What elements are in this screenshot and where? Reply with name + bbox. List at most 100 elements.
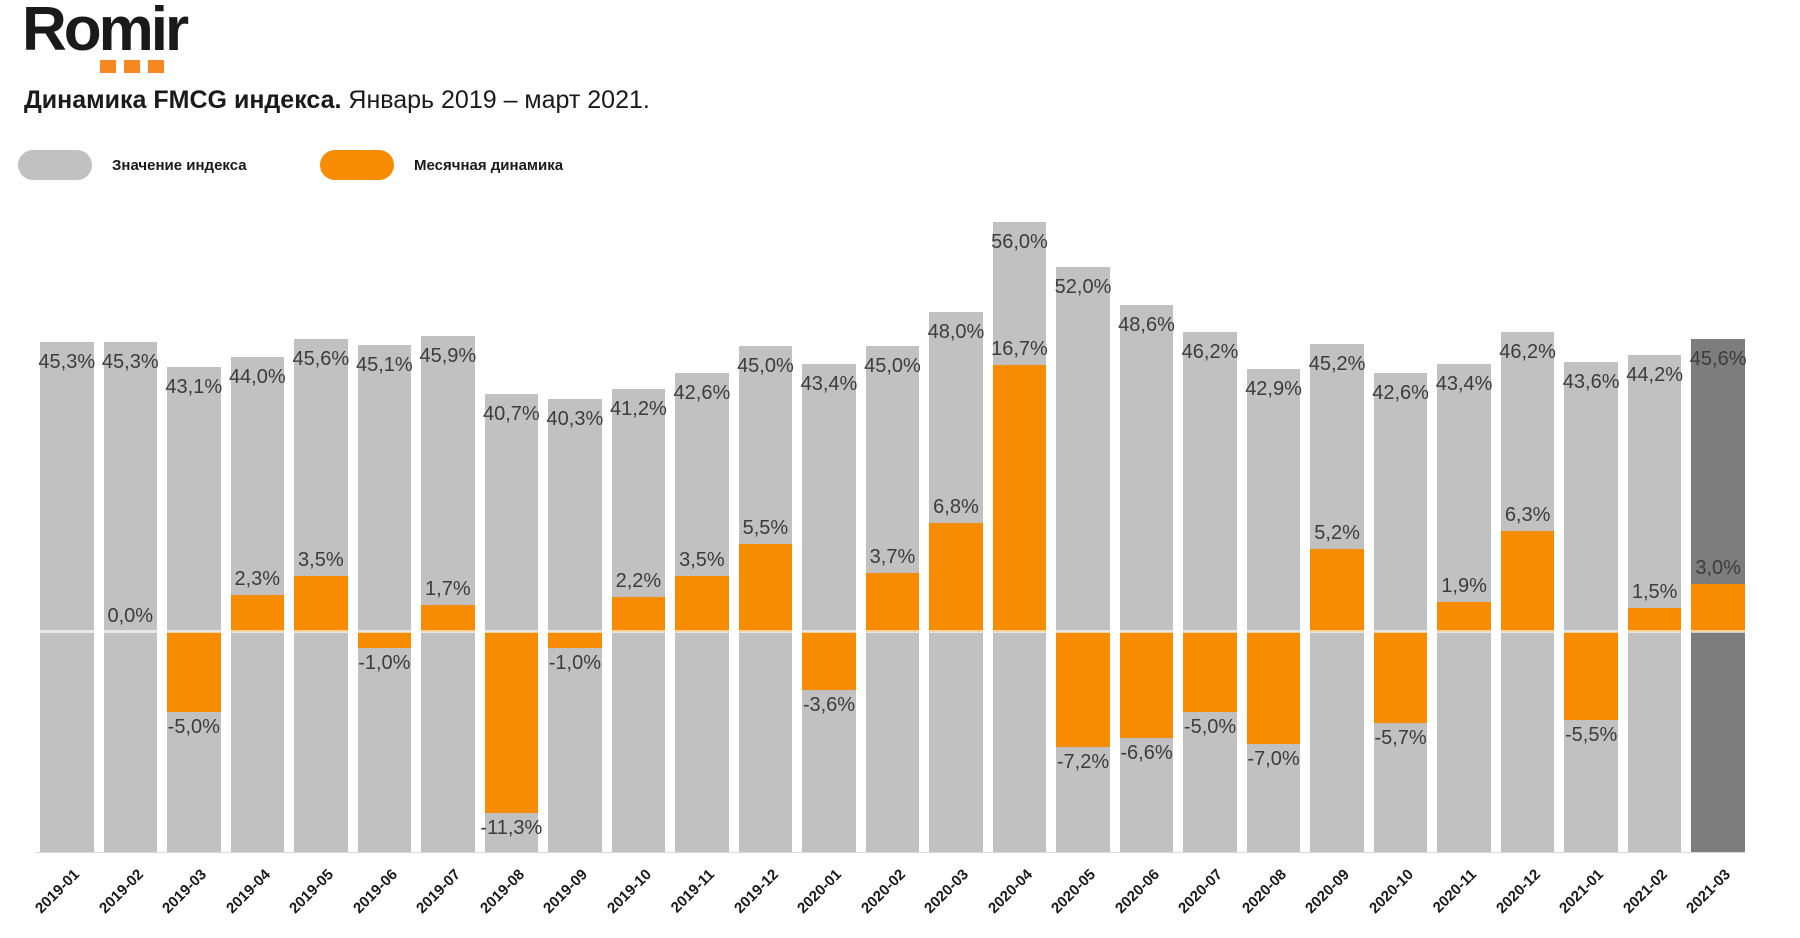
legend-label-index: Значение индекса — [112, 156, 247, 174]
x-axis-label: 2020-06 — [1111, 866, 1163, 917]
bar-column: 48,6% -6,6% — [1118, 185, 1175, 852]
dynamics-bar — [675, 576, 729, 632]
x-axis-cell: 2020-03 — [921, 854, 983, 938]
dynamics-bar — [992, 364, 1047, 632]
x-axis-cell: 2020-05 — [1048, 854, 1110, 938]
bar-column: 40,7% -11,3% — [480, 185, 542, 852]
bar-column: 45,0% 3,7% — [864, 185, 921, 852]
chart-plot-area: 45,3% 45,3% 0,0% 43,1% -5,0% 44,0% 2,3% 45,6% 3,… — [35, 185, 1747, 853]
dynamics-value-label: -5,0% — [167, 716, 220, 738]
dynamics-bar — [167, 632, 221, 712]
dynamics-bar — [738, 544, 793, 632]
dynamics-bar — [1564, 632, 1618, 720]
x-axis-label: 2019-04 — [222, 866, 274, 917]
index-bar — [167, 367, 221, 852]
x-axis-labels: 2019-01 2019-02 2019-03 2019-04 2019-05 2019-… — [32, 854, 1745, 938]
bar-column: 44,0% 2,3% — [229, 185, 286, 852]
x-axis-cell: 2019-03 — [159, 854, 221, 938]
x-axis-cell: 2020-07 — [1175, 854, 1237, 938]
dynamics-value-label: 2,3% — [234, 568, 281, 591]
dynamics-value-label: 5,5% — [742, 517, 789, 539]
x-axis-label: 2019-01 — [32, 866, 84, 917]
dynamics-value-label: 3,7% — [869, 545, 916, 568]
index-value-label: 48,0% — [927, 321, 985, 343]
index-value-label: 56,0% — [991, 231, 1048, 253]
index-value-label: 46,2% — [1181, 341, 1239, 364]
dynamics-bar — [1119, 632, 1174, 738]
index-bar — [1627, 354, 1682, 852]
dynamics-value-label: 1,9% — [1441, 574, 1487, 597]
x-axis-label: 2020-10 — [1365, 866, 1417, 917]
x-axis-cell: 2019-08 — [477, 854, 539, 938]
dynamics-bar — [1627, 608, 1682, 632]
dynamics-value-label: 16,7% — [991, 337, 1048, 360]
dynamics-bar — [1183, 632, 1237, 712]
index-value-label: 45,2% — [1308, 352, 1366, 375]
index-value-label: 42,6% — [673, 381, 731, 404]
x-axis-cell: 2021-03 — [1684, 854, 1745, 938]
legend-swatch-index — [18, 150, 92, 180]
bar-column: 48,0% 6,8% — [928, 185, 984, 852]
x-axis-label: 2019-06 — [349, 866, 401, 917]
x-axis-label: 2021-02 — [1619, 866, 1671, 917]
x-axis-label: 2020-11 — [1430, 866, 1481, 917]
x-axis-label: 2020-09 — [1302, 866, 1354, 917]
index-bar — [1056, 267, 1110, 852]
dynamics-bar — [294, 576, 348, 632]
dynamics-value-label: 5,2% — [1314, 521, 1360, 544]
index-value-label: 46,2% — [1499, 341, 1556, 364]
x-axis-cell: 2019-10 — [604, 854, 666, 938]
romir-logo-dots — [100, 60, 164, 73]
index-value-label: 40,7% — [483, 403, 540, 426]
logo-dot — [148, 60, 164, 73]
x-axis-cell: 2020-09 — [1302, 854, 1364, 938]
bar-column: 45,3% 0,0% — [102, 185, 159, 852]
index-value-label: 43,4% — [800, 372, 858, 395]
index-value-label: 41,2% — [610, 397, 667, 420]
x-axis-cell: 2019-11 — [668, 854, 729, 938]
dynamics-bar — [548, 632, 602, 648]
bar-column: 43,4% -3,6% — [801, 185, 857, 852]
x-axis-cell: 2020-10 — [1366, 854, 1428, 938]
chart-title-period: Январь 2019 – март 2021. — [341, 86, 650, 114]
x-axis-cell: 2019-06 — [350, 854, 412, 938]
x-axis-label: 2019-03 — [159, 866, 211, 917]
x-axis-label: 2019-09 — [540, 866, 592, 917]
x-axis-cell: 2019-09 — [540, 854, 602, 938]
x-axis-label: 2021-03 — [1683, 866, 1735, 917]
dynamics-bar — [802, 632, 856, 690]
x-axis-cell: 2019-07 — [413, 854, 475, 938]
dynamics-bar — [929, 523, 983, 632]
bar-column: 56,0% 16,7% — [991, 185, 1048, 852]
dynamics-value-label: 2,2% — [615, 569, 662, 592]
x-axis-cell: 2019-02 — [96, 854, 158, 938]
x-axis-cell: 2020-01 — [794, 854, 856, 938]
bar-column: 45,1% -1,0% — [356, 185, 413, 852]
index-bar — [1119, 305, 1174, 852]
index-value-label: 42,9% — [1245, 378, 1302, 401]
index-bar — [1373, 372, 1428, 852]
dynamics-value-label: -5,5% — [1565, 724, 1618, 746]
x-axis-label: 2020-12 — [1492, 866, 1544, 917]
x-axis-label: 2019-11 — [667, 866, 719, 917]
dynamics-bar — [611, 596, 666, 632]
bar-column: 45,6% 3,5% — [292, 185, 349, 852]
dynamics-value-label: 1,5% — [1631, 581, 1678, 603]
bar-column: 41,2% 2,2% — [610, 185, 667, 852]
x-axis-label: 2020-01 — [794, 866, 846, 917]
dynamics-bar — [484, 632, 539, 813]
index-value-label: 45,0% — [864, 354, 921, 377]
bar-column: 44,2% 1,5% — [1626, 185, 1683, 852]
x-axis-cell: 2020-04 — [985, 854, 1047, 938]
x-axis-cell: 2021-01 — [1556, 854, 1618, 938]
dynamics-value-label: 3,5% — [679, 549, 725, 571]
bar-column: 45,6% 3,0% — [1690, 185, 1747, 852]
index-bar — [802, 363, 856, 852]
index-bar — [1564, 361, 1618, 852]
legend-item-dynamics: Месячная динамика — [320, 150, 563, 180]
index-value-label: 43,1% — [165, 376, 223, 399]
index-value-label: 48,6% — [1118, 314, 1175, 337]
dynamics-bar — [1246, 632, 1301, 744]
x-axis-cell: 2020-02 — [858, 854, 920, 938]
index-value-label: 43,6% — [1562, 370, 1620, 393]
